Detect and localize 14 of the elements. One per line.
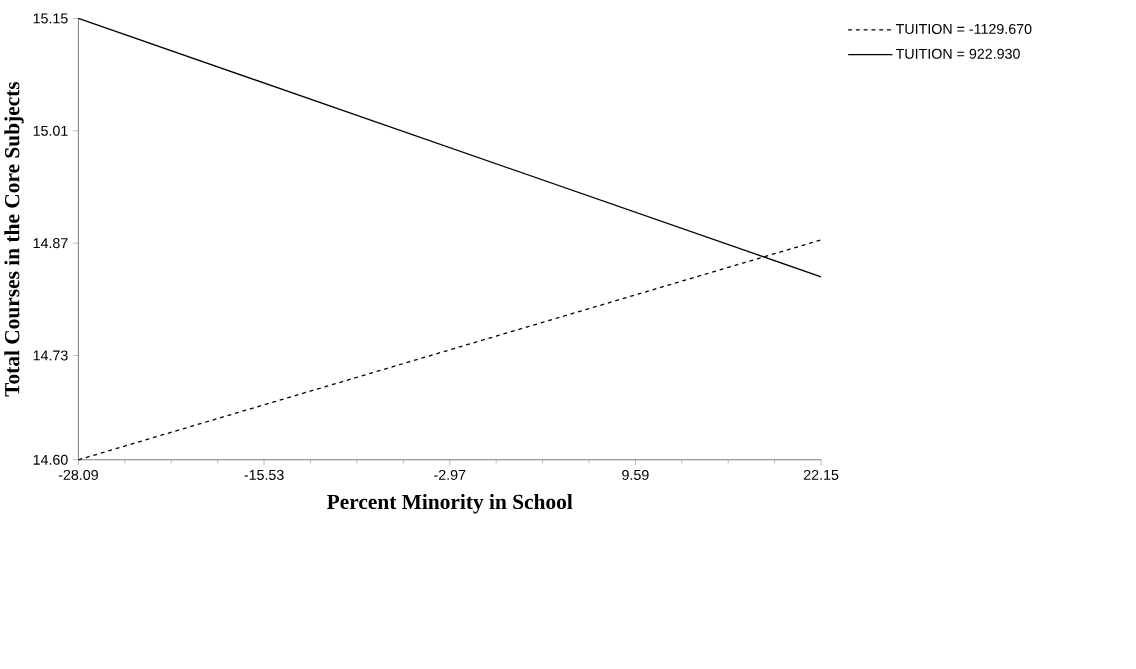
y-tick-label: 14.73 (33, 350, 68, 361)
y-tick-label: 14.87 (33, 238, 68, 249)
y-axis-title: Total Courses in the Core Subjects (4, 82, 24, 397)
legend-label: TUITION = 922.930 (895, 48, 1020, 59)
legend-label: TUITION = -1129.670 (895, 24, 1032, 35)
x-tick-label: 9.59 (622, 470, 649, 481)
y-tick-label: 14.60 (33, 454, 68, 465)
x-tick-label: -15.53 (244, 470, 284, 481)
y-tick-label: 15.15 (33, 13, 68, 24)
x-tick-label: -28.09 (58, 470, 98, 481)
x-axis-title: Percent Minority in School (327, 494, 573, 514)
y-tick-label: 15.01 (33, 125, 68, 136)
x-tick-label: -2.97 (434, 470, 466, 481)
x-tick-label: 22.15 (803, 470, 839, 481)
